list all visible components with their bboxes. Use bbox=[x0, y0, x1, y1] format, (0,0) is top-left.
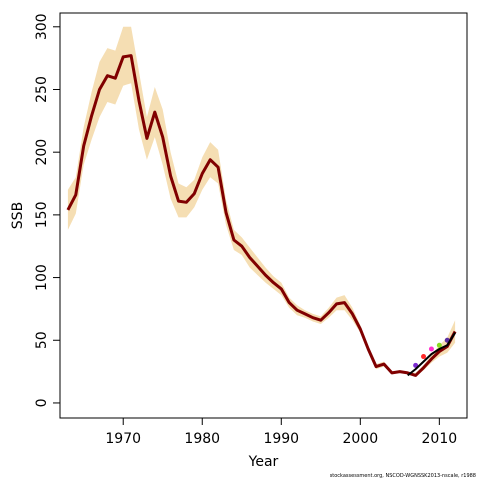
y-tick-label: 50 bbox=[34, 331, 50, 349]
x-tick-label: 1990 bbox=[263, 431, 299, 447]
y-tick-label: 300 bbox=[34, 13, 50, 40]
x-axis: 1970 1980 1990 2000 2010 bbox=[105, 418, 457, 447]
ssb-estimate-line bbox=[66, 54, 457, 377]
confidence-band-layer bbox=[67, 26, 456, 377]
x-tick-label: 1970 bbox=[105, 431, 141, 447]
x-tick-label: 1980 bbox=[184, 431, 220, 447]
y-tick-label: 100 bbox=[34, 264, 50, 291]
x-tick-label: 2000 bbox=[342, 431, 378, 447]
x-axis-title: Year bbox=[248, 454, 279, 470]
footer-source-note: stockassessment.org, NSCOD-WGNSSK2013-ns… bbox=[329, 473, 476, 479]
retrospective-point bbox=[421, 354, 427, 360]
x-tick-label: 2010 bbox=[422, 431, 458, 447]
y-tick-label: 0 bbox=[34, 398, 50, 407]
y-tick-label: 200 bbox=[34, 139, 50, 166]
ssb-line-layer bbox=[66, 54, 457, 377]
confidence-band bbox=[67, 26, 456, 377]
y-tick-label: 250 bbox=[34, 76, 50, 103]
retrospective-point bbox=[436, 342, 442, 348]
retrospective-point bbox=[428, 346, 434, 352]
y-axis-title: SSB bbox=[10, 202, 26, 229]
retrospective-layer bbox=[407, 332, 456, 377]
y-tick-label: 150 bbox=[34, 202, 50, 229]
y-axis: 0 50 100 150 200 250 300 bbox=[34, 13, 60, 407]
plot-frame bbox=[59, 12, 468, 419]
retrospective-line bbox=[407, 332, 456, 377]
